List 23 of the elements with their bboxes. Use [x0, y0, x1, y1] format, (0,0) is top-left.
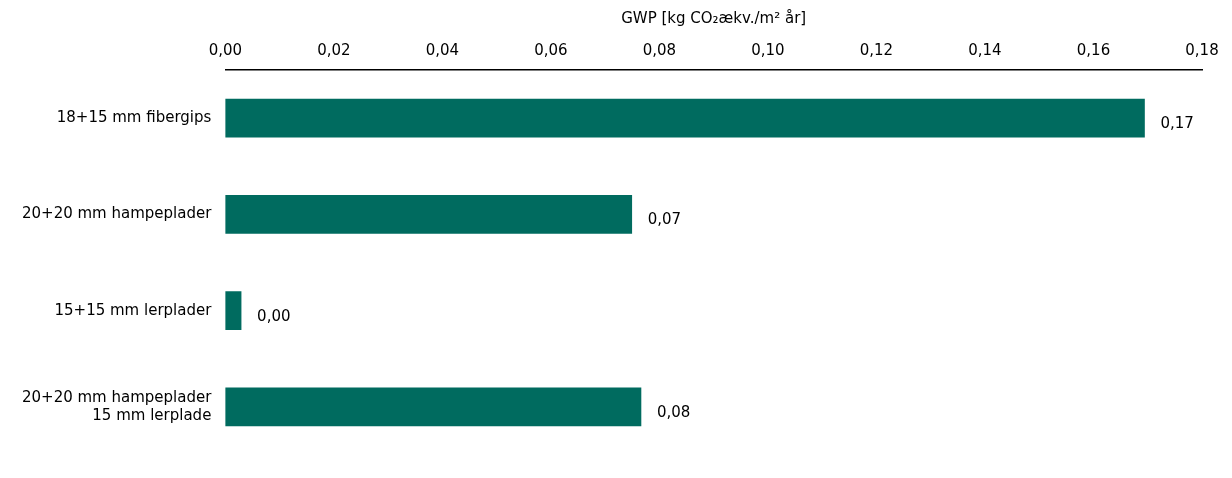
bar — [225, 387, 642, 427]
data-label: 0,08 — [656, 402, 691, 421]
x-axis-title: GWP [kg CO₂ækv./m² år] — [621, 8, 807, 27]
bar — [225, 291, 242, 330]
x-tick-label: 0,04 — [425, 40, 460, 59]
y-tick-label: 20+20 mm hampeplader — [21, 204, 213, 223]
x-tick-label: 0,02 — [317, 40, 351, 59]
x-tick-label: 0,14 — [968, 40, 1002, 59]
y-tick-label: 20+20 mm hampeplader 15 mm lerplade — [21, 387, 213, 424]
data-label: 0,00 — [257, 306, 291, 325]
data-label: 0,07 — [647, 210, 682, 229]
x-tick-label: 0,12 — [859, 40, 894, 59]
data-label: 0,17 — [1160, 114, 1194, 133]
x-tick-label: 0,08 — [642, 40, 677, 59]
bar — [225, 195, 633, 234]
x-tick-label: 0,16 — [1076, 40, 1111, 59]
x-tick-label: 0,10 — [751, 40, 785, 59]
x-tick-label: 0,00 — [208, 40, 243, 59]
x-tick-label: 0,18 — [1185, 40, 1219, 59]
y-tick-label: 18+15 mm fibergips — [56, 108, 212, 127]
x-tick-label: 0,06 — [534, 40, 568, 59]
y-tick-label: 15+15 mm lerplader — [54, 300, 213, 319]
bar — [225, 98, 1145, 138]
